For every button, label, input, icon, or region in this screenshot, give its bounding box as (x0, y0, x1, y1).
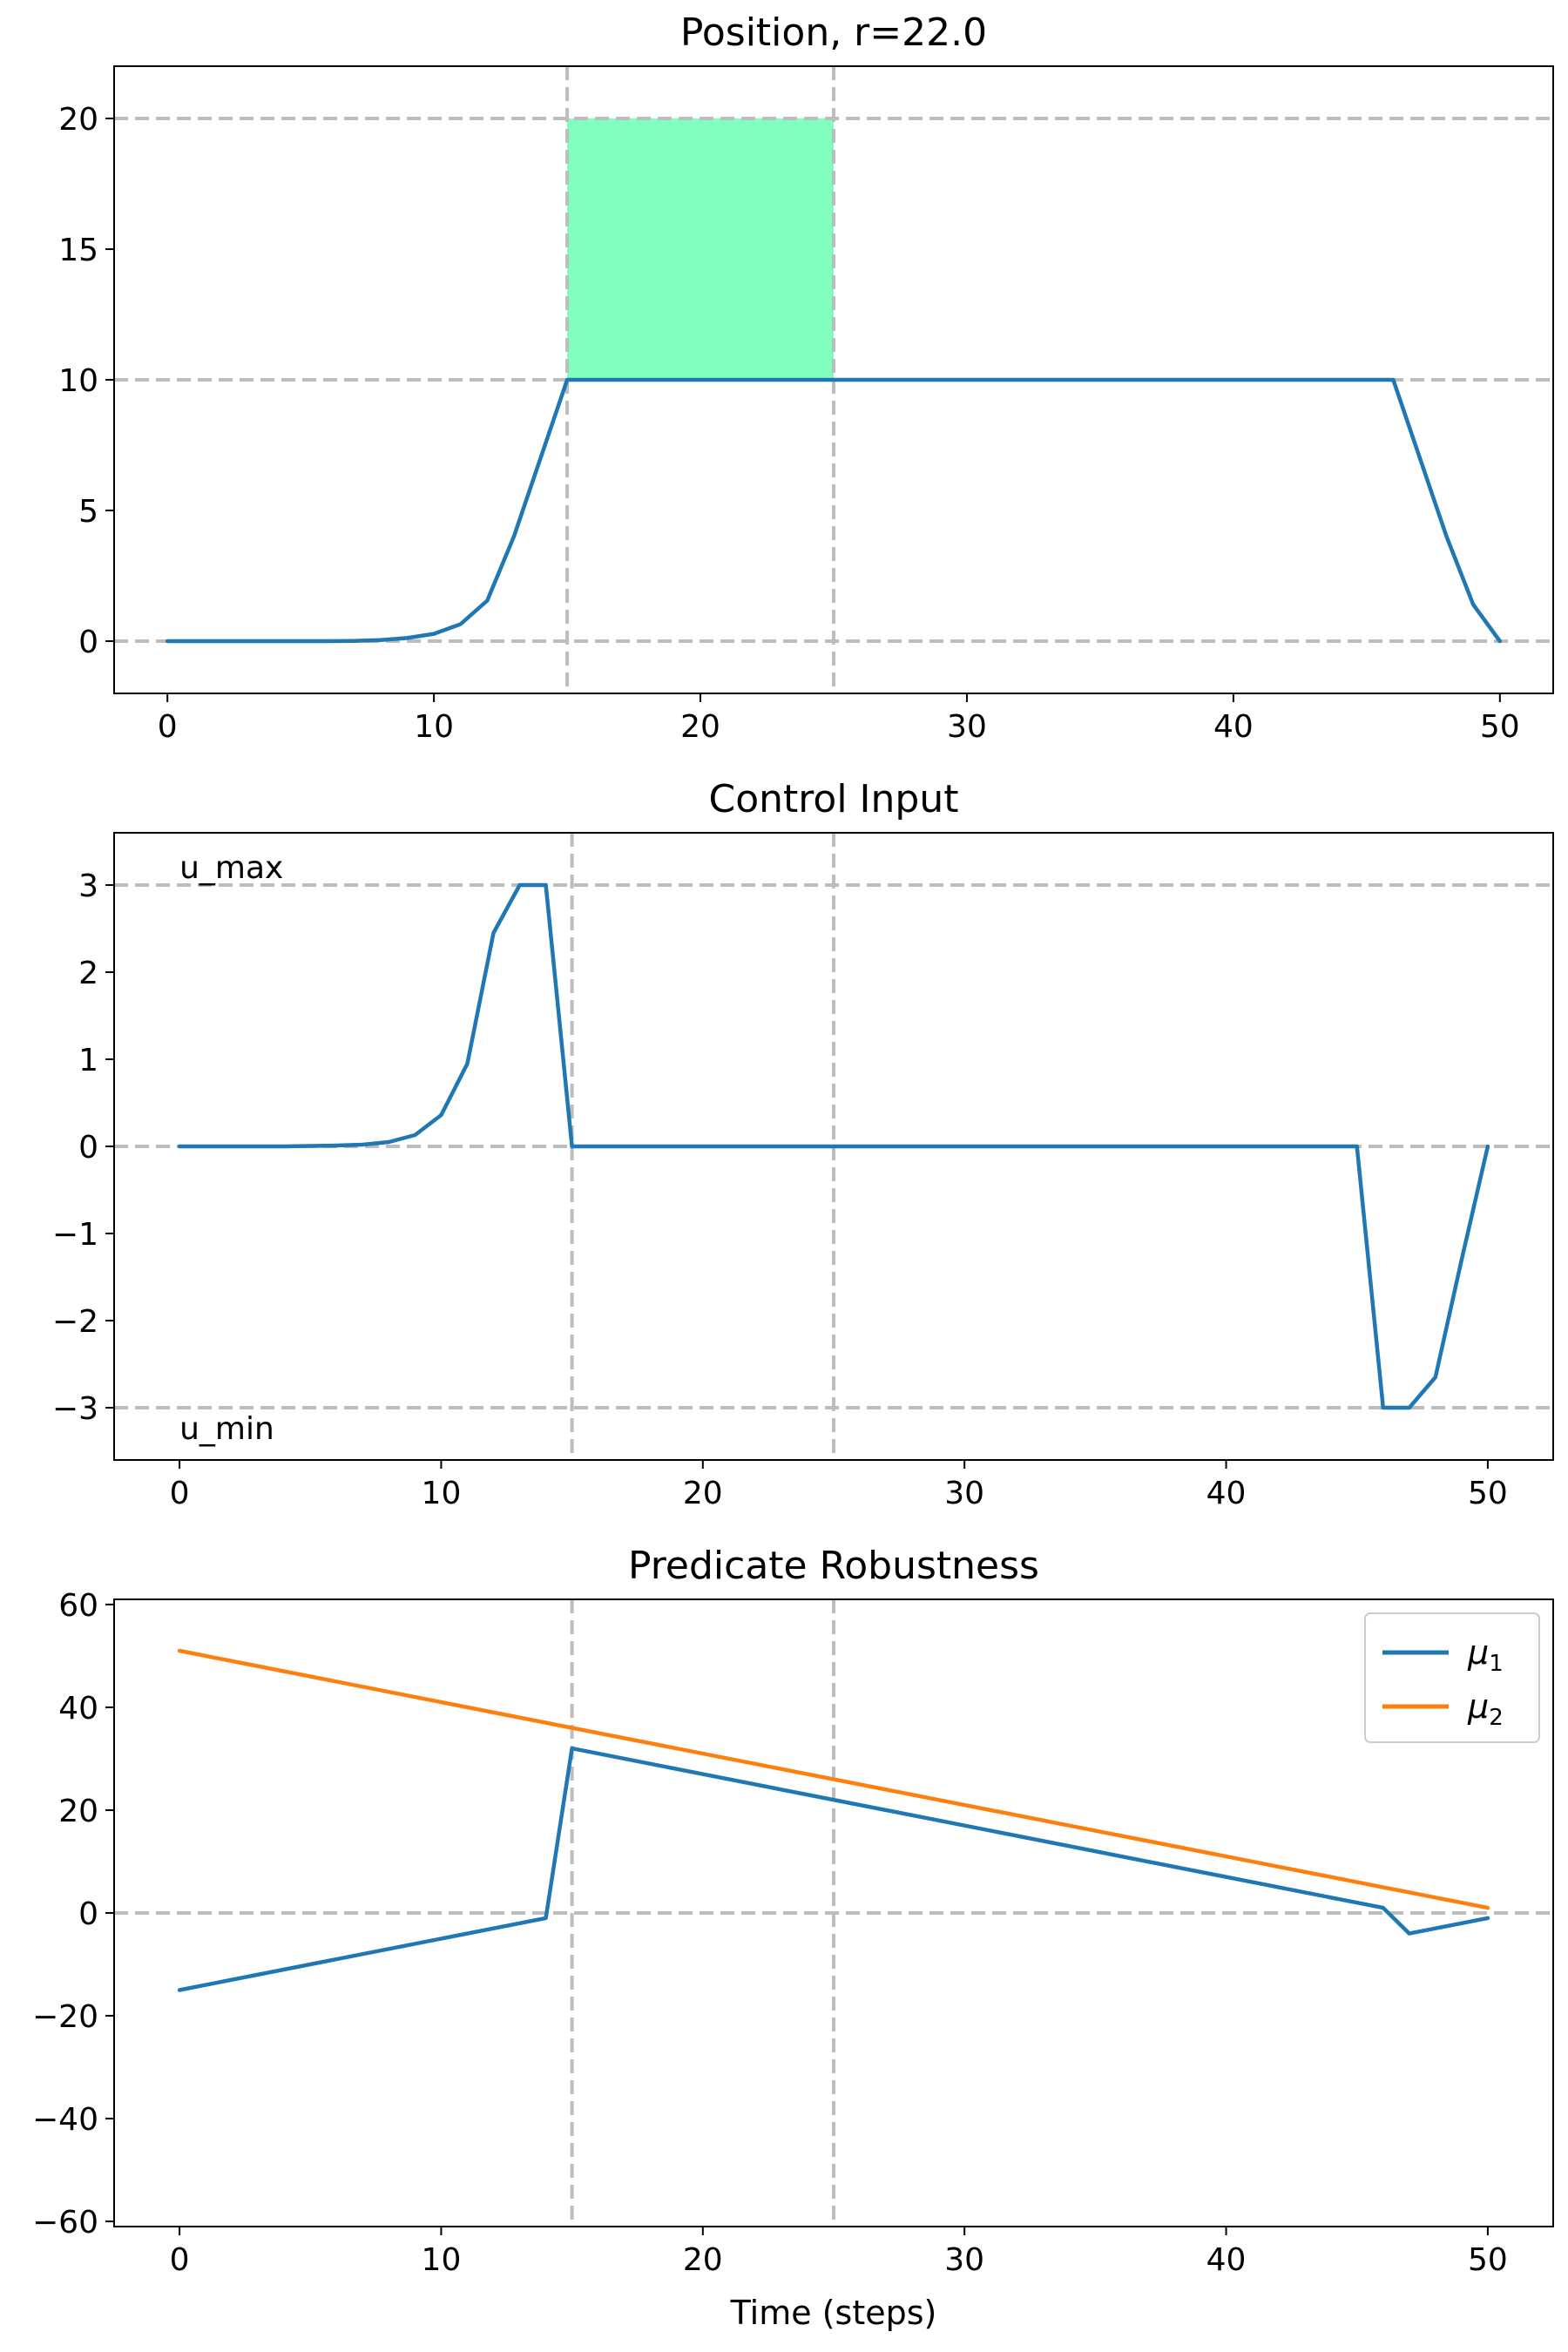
y-tick-label: 0 (78, 1130, 98, 1166)
x-tick-label: 20 (680, 709, 720, 745)
y-tick-label: −3 (52, 1391, 98, 1427)
y-tick-label: 60 (58, 1588, 98, 1624)
y-tick-label: −60 (32, 2205, 98, 2240)
y-tick-label: −2 (52, 1304, 98, 1340)
chart-title: Control Input (709, 777, 959, 821)
chart-3: 0 10 20 30 40 50 −60 −40 −20 0 20 40 60 Predicate Rob… (32, 1544, 1554, 2332)
annotation-u-min: u_min (179, 1411, 274, 1447)
x-tick-label: 10 (422, 2242, 462, 2278)
x-tick-label: 30 (944, 2242, 984, 2278)
y-tick-label: 10 (58, 363, 98, 399)
y-tick-label: 2 (78, 956, 98, 991)
x-tick-label: 0 (170, 1476, 190, 1511)
legend-box (1364, 1612, 1540, 1743)
x-tick-label: 10 (414, 709, 454, 745)
x-tick-label: 50 (1480, 709, 1520, 745)
y-tick-label: 40 (58, 1691, 98, 1727)
x-tick-label: 20 (683, 1476, 723, 1511)
y-tick-label: −20 (32, 1999, 98, 2035)
y-tick-label: 3 (78, 868, 98, 904)
y-tick-label: 1 (78, 1043, 98, 1078)
x-tick-label: 10 (422, 1476, 462, 1511)
series-line-1 (177, 1746, 1490, 1992)
x-tick-label: 0 (170, 2242, 190, 2278)
y-tick-label: 20 (58, 1794, 98, 1829)
y-tick-label: 0 (78, 1896, 98, 1932)
series-line-1 (165, 377, 1503, 644)
chart-1: 0 10 20 30 40 50 0 5 10 15 20 Position, r=22.0 (58, 10, 1554, 745)
y-tick-label: 15 (58, 233, 98, 268)
x-tick-label: 30 (947, 709, 987, 745)
y-tick-label: 5 (78, 494, 98, 530)
chart-2: 0 10 20 30 40 50 −3 −2 −1 0 1 2 3 Control Input u_maxu… (52, 777, 1554, 1511)
x-tick-label: 30 (944, 1476, 984, 1511)
y-tick-label: −1 (52, 1217, 98, 1253)
x-axis-label: Time (steps) (730, 2294, 937, 2332)
y-tick-label: 20 (58, 102, 98, 138)
annotation-u-max: u_max (179, 850, 283, 886)
x-tick-label: 0 (158, 709, 178, 745)
x-tick-label: 40 (1213, 709, 1254, 745)
x-tick-label: 20 (683, 2242, 723, 2278)
x-tick-label: 50 (1468, 1476, 1508, 1511)
x-tick-label: 40 (1206, 2242, 1247, 2278)
series-line-2 (177, 1648, 1490, 1910)
chart-title: Predicate Robustness (628, 1544, 1039, 1588)
y-tick-label: 0 (78, 625, 98, 660)
series-line-1 (177, 882, 1490, 1410)
shaded-region (567, 118, 834, 380)
x-tick-label: 50 (1468, 2242, 1508, 2278)
chart-title: Position, r=22.0 (680, 10, 987, 55)
x-tick-label: 40 (1206, 1476, 1247, 1511)
y-tick-label: −40 (32, 2102, 98, 2138)
